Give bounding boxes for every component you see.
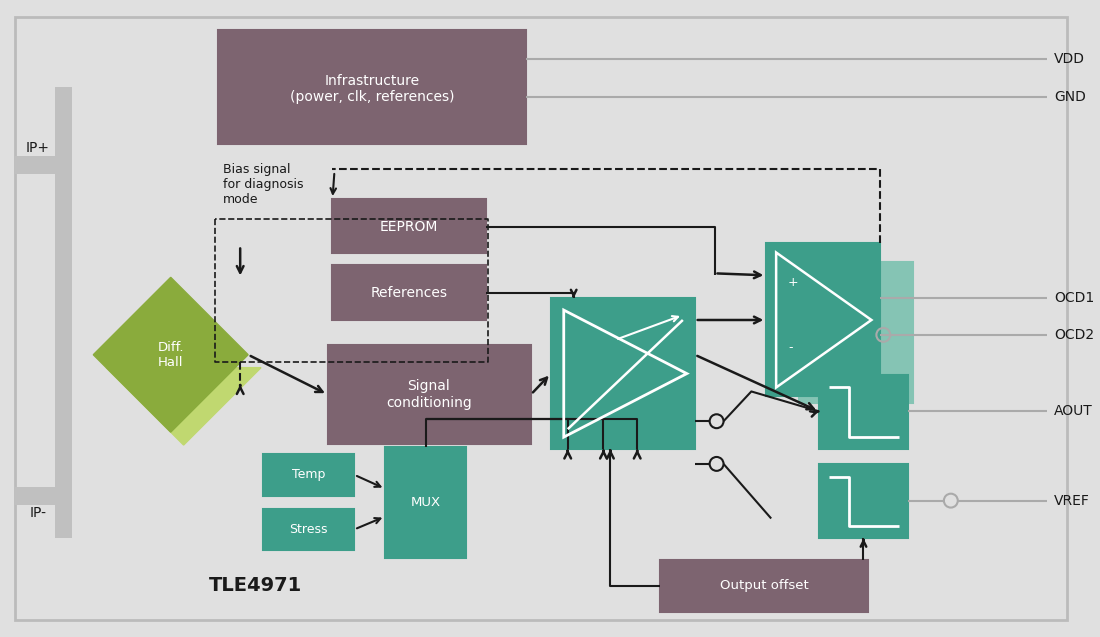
Text: -: - <box>788 341 793 354</box>
Bar <box>219 30 526 145</box>
Bar <box>332 199 486 254</box>
Bar <box>660 560 868 612</box>
Text: Signal
conditioning: Signal conditioning <box>386 379 472 410</box>
Text: Diff.
Hall: Diff. Hall <box>157 341 184 369</box>
Text: Infrastructure
(power, clk, references): Infrastructure (power, clk, references) <box>290 74 454 104</box>
Text: VREF: VREF <box>1054 494 1090 508</box>
Bar <box>799 262 913 403</box>
Bar <box>332 266 486 320</box>
Text: Output offset: Output offset <box>719 580 808 592</box>
Text: References: References <box>371 286 448 300</box>
Text: VDD: VDD <box>1054 52 1085 66</box>
Bar <box>818 464 909 538</box>
Bar <box>385 447 466 558</box>
Polygon shape <box>107 368 261 445</box>
Bar <box>328 345 531 444</box>
Text: Temp: Temp <box>292 468 326 482</box>
Bar <box>15 156 73 174</box>
Text: OCD1: OCD1 <box>1054 291 1094 305</box>
Text: AOUT: AOUT <box>1054 404 1092 419</box>
Bar <box>263 454 354 496</box>
Text: IP+: IP+ <box>25 141 50 155</box>
Text: IP-: IP- <box>30 506 46 520</box>
Text: TLE4971: TLE4971 <box>208 576 301 596</box>
Bar <box>818 375 909 449</box>
Bar <box>15 487 73 505</box>
Bar <box>55 87 73 538</box>
Text: Stress: Stress <box>289 523 328 536</box>
Polygon shape <box>94 277 249 432</box>
Text: +: + <box>788 276 799 289</box>
Text: EEPROM: EEPROM <box>379 220 438 234</box>
Text: MUX: MUX <box>410 496 441 509</box>
Bar <box>767 243 880 396</box>
Bar <box>263 508 354 550</box>
Text: Bias signal
for diagnosis
mode: Bias signal for diagnosis mode <box>223 163 304 206</box>
Bar <box>551 298 695 449</box>
Text: GND: GND <box>1054 90 1086 104</box>
Text: OCD2: OCD2 <box>1054 328 1094 342</box>
